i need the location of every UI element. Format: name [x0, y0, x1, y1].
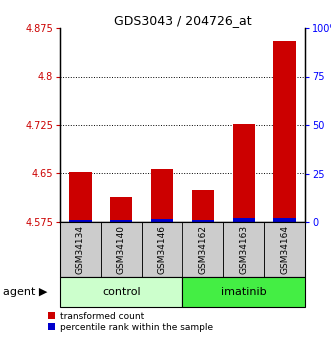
- Bar: [232, 124, 255, 222]
- Bar: [142, 222, 182, 277]
- Bar: [223, 222, 264, 277]
- Text: imatinib: imatinib: [221, 287, 266, 297]
- Bar: [110, 220, 132, 222]
- Text: GSM34140: GSM34140: [117, 225, 126, 274]
- Text: GSM34164: GSM34164: [280, 225, 289, 274]
- Bar: [60, 277, 182, 307]
- Bar: [151, 219, 173, 222]
- Bar: [69, 220, 92, 222]
- Bar: [69, 172, 92, 222]
- Bar: [151, 169, 173, 222]
- Bar: [264, 222, 305, 277]
- Bar: [192, 190, 214, 222]
- Bar: [273, 218, 296, 222]
- Bar: [182, 222, 223, 277]
- Bar: [60, 222, 101, 277]
- Bar: [192, 220, 214, 222]
- Legend: transformed count, percentile rank within the sample: transformed count, percentile rank withi…: [48, 312, 213, 332]
- Text: GSM34146: GSM34146: [158, 225, 166, 274]
- Bar: [232, 218, 255, 222]
- Bar: [182, 277, 305, 307]
- Bar: [101, 222, 142, 277]
- Text: GSM34162: GSM34162: [198, 225, 208, 274]
- Text: GSM34163: GSM34163: [239, 225, 248, 274]
- Bar: [110, 197, 132, 222]
- Text: control: control: [102, 287, 141, 297]
- Text: GSM34134: GSM34134: [76, 225, 85, 274]
- Title: GDS3043 / 204726_at: GDS3043 / 204726_at: [114, 14, 251, 27]
- Bar: [273, 41, 296, 222]
- Text: agent ▶: agent ▶: [3, 287, 48, 297]
